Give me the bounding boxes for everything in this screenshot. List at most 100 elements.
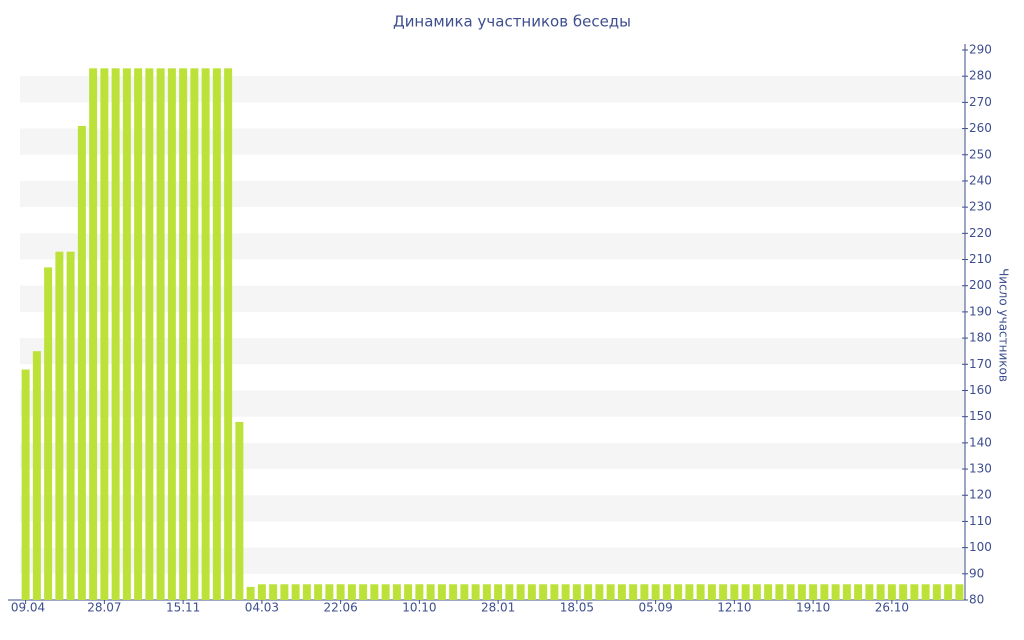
bar <box>347 584 356 600</box>
y-tick-label: 180 <box>969 331 992 345</box>
bar <box>212 68 221 601</box>
bar <box>775 584 784 600</box>
bar <box>471 584 480 600</box>
bar <box>854 584 863 600</box>
bar <box>381 584 390 600</box>
y-tick-label: 160 <box>969 383 992 397</box>
bar <box>899 584 908 600</box>
bar <box>280 584 289 600</box>
bar <box>752 584 761 600</box>
x-tick-label: 26.10 <box>875 601 909 615</box>
bar <box>955 584 964 600</box>
bar <box>415 584 424 600</box>
bar <box>662 584 671 600</box>
x-tick-label: 10.10 <box>402 601 436 615</box>
bar <box>685 584 694 600</box>
bar <box>595 584 604 600</box>
bar <box>640 584 649 600</box>
bar <box>100 68 109 601</box>
bar <box>764 584 773 600</box>
grid-stripe <box>20 76 965 103</box>
grid-stripe <box>20 180 965 208</box>
bar <box>437 584 446 600</box>
bar <box>932 584 941 600</box>
y-axis-label: Число участников <box>997 268 1011 382</box>
x-tick-label: 22.06 <box>323 601 357 615</box>
bar <box>696 584 705 600</box>
bar <box>561 584 570 600</box>
x-tick-label: 28.07 <box>87 601 121 615</box>
x-tick-label: 05.09 <box>638 601 672 615</box>
x-tick-label: 15.11 <box>166 601 200 615</box>
bar <box>145 68 154 601</box>
y-tick-label: 140 <box>969 435 992 449</box>
grid-stripe <box>20 285 965 312</box>
bar <box>235 421 244 600</box>
bar <box>460 584 469 600</box>
bar <box>224 68 233 601</box>
y-tick-label: 200 <box>969 278 992 292</box>
x-tick-label: 18.05 <box>560 601 594 615</box>
bar <box>550 584 559 600</box>
bar <box>246 586 255 600</box>
bar <box>370 584 379 600</box>
x-tick-label: 28.01 <box>481 601 515 615</box>
bar <box>921 584 930 600</box>
y-tick-label: 170 <box>969 357 992 371</box>
y-tick-label: 130 <box>969 462 992 476</box>
bar <box>77 125 86 600</box>
bar <box>325 584 334 600</box>
grid-stripe <box>20 233 965 260</box>
bar <box>887 584 896 600</box>
bar <box>32 351 41 600</box>
grid-stripe <box>20 128 965 155</box>
bar <box>741 584 750 600</box>
grid-stripe <box>20 390 965 417</box>
bar <box>291 584 300 600</box>
bar <box>809 584 818 600</box>
bar <box>426 584 435 600</box>
bar <box>44 267 53 600</box>
bar <box>606 584 615 600</box>
bar <box>21 369 30 600</box>
y-tick-label: 270 <box>969 95 992 109</box>
bar <box>719 584 728 600</box>
y-tick-label: 230 <box>969 200 992 214</box>
bar <box>392 584 401 600</box>
grid-stripe <box>20 442 965 470</box>
bar <box>449 584 458 600</box>
grid-stripe <box>20 495 965 522</box>
bar <box>516 584 525 600</box>
bar <box>617 584 626 600</box>
bar <box>527 584 536 600</box>
bar <box>134 68 143 601</box>
bar <box>707 584 716 600</box>
x-tick-label: 12.10 <box>717 601 751 615</box>
bar <box>651 584 660 600</box>
bar <box>730 584 739 600</box>
bar <box>482 584 491 600</box>
y-tick-label: 110 <box>969 514 992 528</box>
x-tick-label: 09.04 <box>11 601 45 615</box>
y-tick-label: 250 <box>969 147 992 161</box>
y-tick-label: 120 <box>969 488 992 502</box>
bar <box>55 251 64 600</box>
bar <box>359 584 368 600</box>
bar <box>494 584 503 600</box>
bar <box>797 584 806 600</box>
bar <box>842 584 851 600</box>
bar <box>674 584 683 600</box>
bar <box>572 584 581 600</box>
bar <box>201 68 210 601</box>
y-tick-label: 280 <box>969 69 992 83</box>
bar <box>629 584 638 600</box>
bar <box>944 584 953 600</box>
bar <box>111 68 120 601</box>
bar <box>584 584 593 600</box>
y-tick-label: 240 <box>969 173 992 187</box>
bar <box>539 584 548 600</box>
x-tick-label: 19.10 <box>796 601 830 615</box>
y-tick-label: 90 <box>969 566 984 580</box>
bar <box>302 584 311 600</box>
